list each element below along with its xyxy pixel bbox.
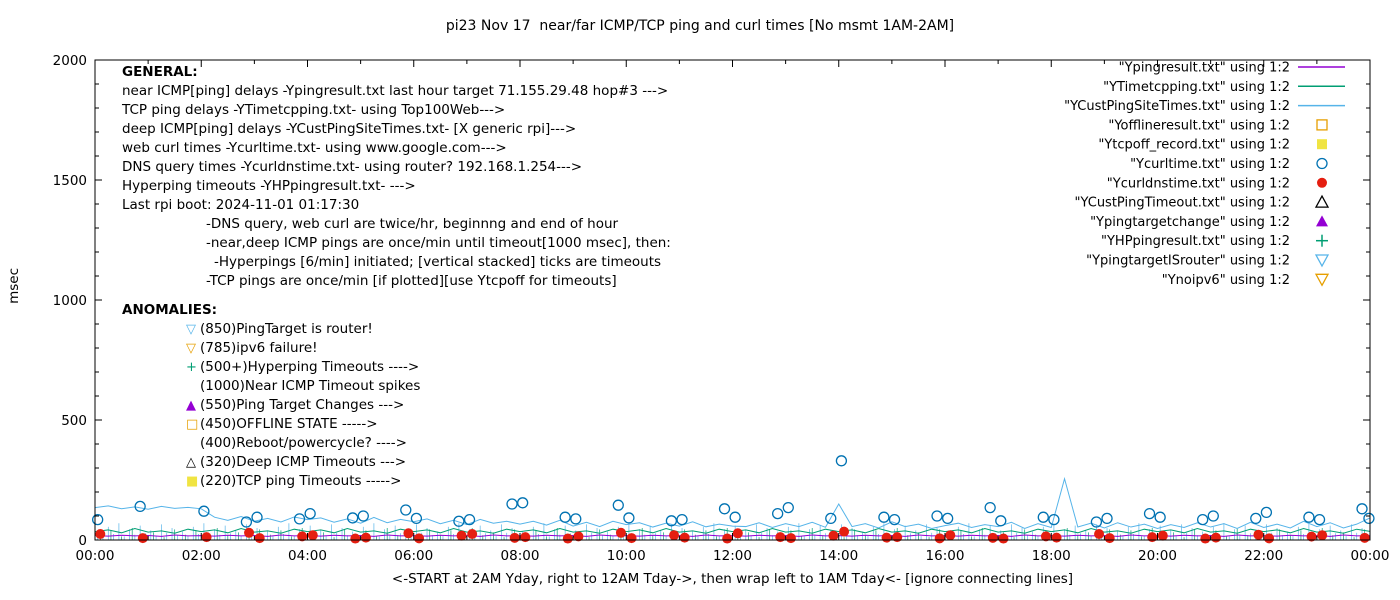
y-axis-tick-label: 2000	[53, 53, 87, 69]
legend-label: "Ypingtargetchange" using 1:2	[1090, 215, 1290, 230]
x-axis-tick-label: 00:00	[76, 548, 115, 564]
legend-entry: "YpingtargetISrouter" using 1:2	[1086, 254, 1330, 269]
square-filled-icon: ■	[186, 474, 199, 489]
general-line: -Hyperpings [6/min] initiated; [vertical…	[214, 254, 662, 270]
anomalies-annotation: ANOMALIES: ▽ (850)PingTarget is router! ▽ (…	[122, 301, 420, 491]
y-axis-tick-label: 0	[78, 533, 87, 549]
plus-icon: +	[186, 360, 197, 375]
legend-label: "Ycurltime.txt" using 1:2	[1130, 157, 1290, 172]
y-axis-tick-label: 500	[61, 413, 87, 429]
legend-entry: "Ypingtargetchange" using 1:2	[1090, 215, 1328, 230]
x-axis-tick-label: 02:00	[182, 548, 221, 564]
legend-entry: "Ytcpoff_record.txt" using 1:2	[1098, 138, 1327, 153]
general-line: Last rpi boot: 2024-11-01 01:17:30	[122, 197, 360, 213]
x-axis-tick-label: 12:00	[713, 548, 752, 564]
y-axis-tick-label: 1000	[53, 293, 87, 309]
legend-entry: "Ycurltime.txt" using 1:2	[1130, 157, 1328, 172]
triangle-down-open-icon: ▽	[186, 322, 196, 337]
legend-entry: "YTimetcpping.txt" using 1:2	[1103, 80, 1345, 95]
x-axis-tick-label: 00:00	[1351, 548, 1390, 564]
general-line: -near,deep ICMP pings are once/min until…	[206, 235, 671, 251]
square-open-icon: □	[186, 417, 199, 432]
legend-label: "Ynoipv6" using 1:2	[1162, 273, 1290, 288]
legend-label: "YCustPingTimeout.txt" using 1:2	[1075, 196, 1290, 211]
anomaly-text: (850)PingTarget is router!	[200, 321, 373, 337]
legend-label: "Yofflineresult.txt" using 1:2	[1108, 118, 1290, 133]
anomaly-item-list: ▽ (850)PingTarget is router! ▽ (785)ipv6 fa…	[122, 320, 420, 491]
legend: "Ypingresult.txt" using 1:2 "YTimetcpping…	[1064, 61, 1345, 288]
anomaly-item: ▲ (550)Ping Target Changes --->	[122, 396, 420, 415]
triangle-up-filled-icon: ▲	[186, 398, 196, 413]
anomaly-text: (220)TCP ping Timeouts ----->	[200, 473, 402, 489]
anomaly-text: (450)OFFLINE STATE ----->	[200, 416, 378, 432]
chart-title: pi23 Nov 17 near/far ICMP/TCP ping and c…	[445, 18, 955, 34]
series-YTimetcpping	[94, 527, 1371, 534]
legend-label: "YCustPingSiteTimes.txt" using 1:2	[1064, 99, 1290, 114]
general-line: Hyperping timeouts -YHPpingresult.txt- -…	[122, 178, 416, 194]
general-line: web curl times -Ycurltime.txt- using www…	[122, 140, 507, 156]
x-axis-tick-label: 20:00	[1138, 548, 1177, 564]
x-axis-tick-label: 18:00	[1032, 548, 1071, 564]
legend-entry: "Ycurldnstime.txt" using 1:2	[1107, 176, 1327, 191]
legend-label: "YHPpingresult.txt" using 1:2	[1101, 234, 1290, 249]
general-line: -TCP pings are once/min [if plotted][use…	[206, 273, 617, 289]
anomaly-item: ▽ (850)PingTarget is router!	[122, 320, 420, 339]
legend-label: "Ypingresult.txt" using 1:2	[1119, 61, 1290, 76]
anomaly-text: (1000)Near ICMP Timeout spikes	[200, 378, 421, 394]
general-line: deep ICMP[ping] delays -YCustPingSiteTim…	[122, 121, 577, 137]
legend-label: "YpingtargetISrouter" using 1:2	[1086, 254, 1290, 269]
x-axis-tick-label: 10:00	[607, 548, 646, 564]
axes: 00:00 02:00 04:00 06:00 08:00 10:00 12:00 14:00…	[53, 53, 1390, 564]
series-YCustPingSiteTimes	[94, 476, 1371, 530]
x-axis-tick-label: 22:00	[1244, 548, 1283, 564]
legend-label: "Ytcpoff_record.txt" using 1:2	[1098, 138, 1290, 153]
series-Ycurltime	[92, 455, 1375, 528]
anomalies-heading: ANOMALIES:	[122, 302, 218, 318]
legend-label: "YTimetcpping.txt" using 1:2	[1103, 80, 1290, 95]
x-axis-tick-label: 06:00	[394, 548, 433, 564]
x-axis-caption: <-START at 2AM Yday, right to 12AM Tday-…	[391, 571, 1074, 587]
anomaly-item: (400)Reboot/powercycle? ---->	[122, 434, 420, 453]
anomaly-item: + (500+)Hyperping Timeouts ---->	[122, 358, 420, 377]
general-annotation: GENERAL: near ICMP[ping] delays -Ypingre…	[122, 63, 671, 291]
x-axis-tick-label: 14:00	[819, 548, 858, 564]
general-line: TCP ping delays -YTimetcpping.txt- using…	[122, 102, 506, 118]
anomaly-text: (550)Ping Target Changes --->	[200, 397, 405, 413]
legend-entry: "YCustPingSiteTimes.txt" using 1:2	[1064, 99, 1345, 114]
legend-entry: "YHPpingresult.txt" using 1:2	[1101, 234, 1328, 249]
anomaly-item: (1000)Near ICMP Timeout spikes	[122, 377, 420, 396]
legend-entry: "Ypingresult.txt" using 1:2	[1119, 61, 1345, 76]
y-axis-tick-label: 1500	[53, 173, 87, 189]
anomaly-item: ■ (220)TCP ping Timeouts ----->	[122, 472, 420, 491]
legend-entry: "Yofflineresult.txt" using 1:2	[1108, 118, 1328, 133]
triangle-up-open-icon: △	[186, 455, 196, 470]
legend-entry: "Ynoipv6" using 1:2	[1162, 273, 1330, 288]
general-line: near ICMP[ping] delays -Ypingresult.txt …	[122, 83, 669, 99]
anomaly-item: ▽ (785)ipv6 failure!	[122, 339, 420, 358]
general-line: DNS query times -Ycurldnstime.txt- using…	[122, 159, 583, 175]
anomaly-text: (785)ipv6 failure!	[200, 340, 318, 356]
triangle-down-open-icon: ▽	[186, 341, 196, 356]
anomaly-item: △ (320)Deep ICMP Timeouts --->	[122, 453, 420, 472]
x-axis-tick-label: 16:00	[926, 548, 965, 564]
x-axis-tick-label: 08:00	[501, 548, 540, 564]
general-line: -DNS query, web curl are twice/hr, begin…	[206, 216, 619, 232]
x-axis-tick-label: 04:00	[288, 548, 327, 564]
anomaly-text: (320)Deep ICMP Timeouts --->	[200, 454, 407, 470]
anomaly-item: □ (450)OFFLINE STATE ----->	[122, 415, 420, 434]
legend-entry: "YCustPingTimeout.txt" using 1:2	[1075, 194, 1330, 211]
general-heading: GENERAL:	[122, 64, 198, 80]
anomaly-text: (500+)Hyperping Timeouts ---->	[200, 359, 420, 375]
legend-label: "Ycurldnstime.txt" using 1:2	[1107, 176, 1290, 191]
anomaly-text: (400)Reboot/powercycle? ---->	[200, 435, 407, 451]
